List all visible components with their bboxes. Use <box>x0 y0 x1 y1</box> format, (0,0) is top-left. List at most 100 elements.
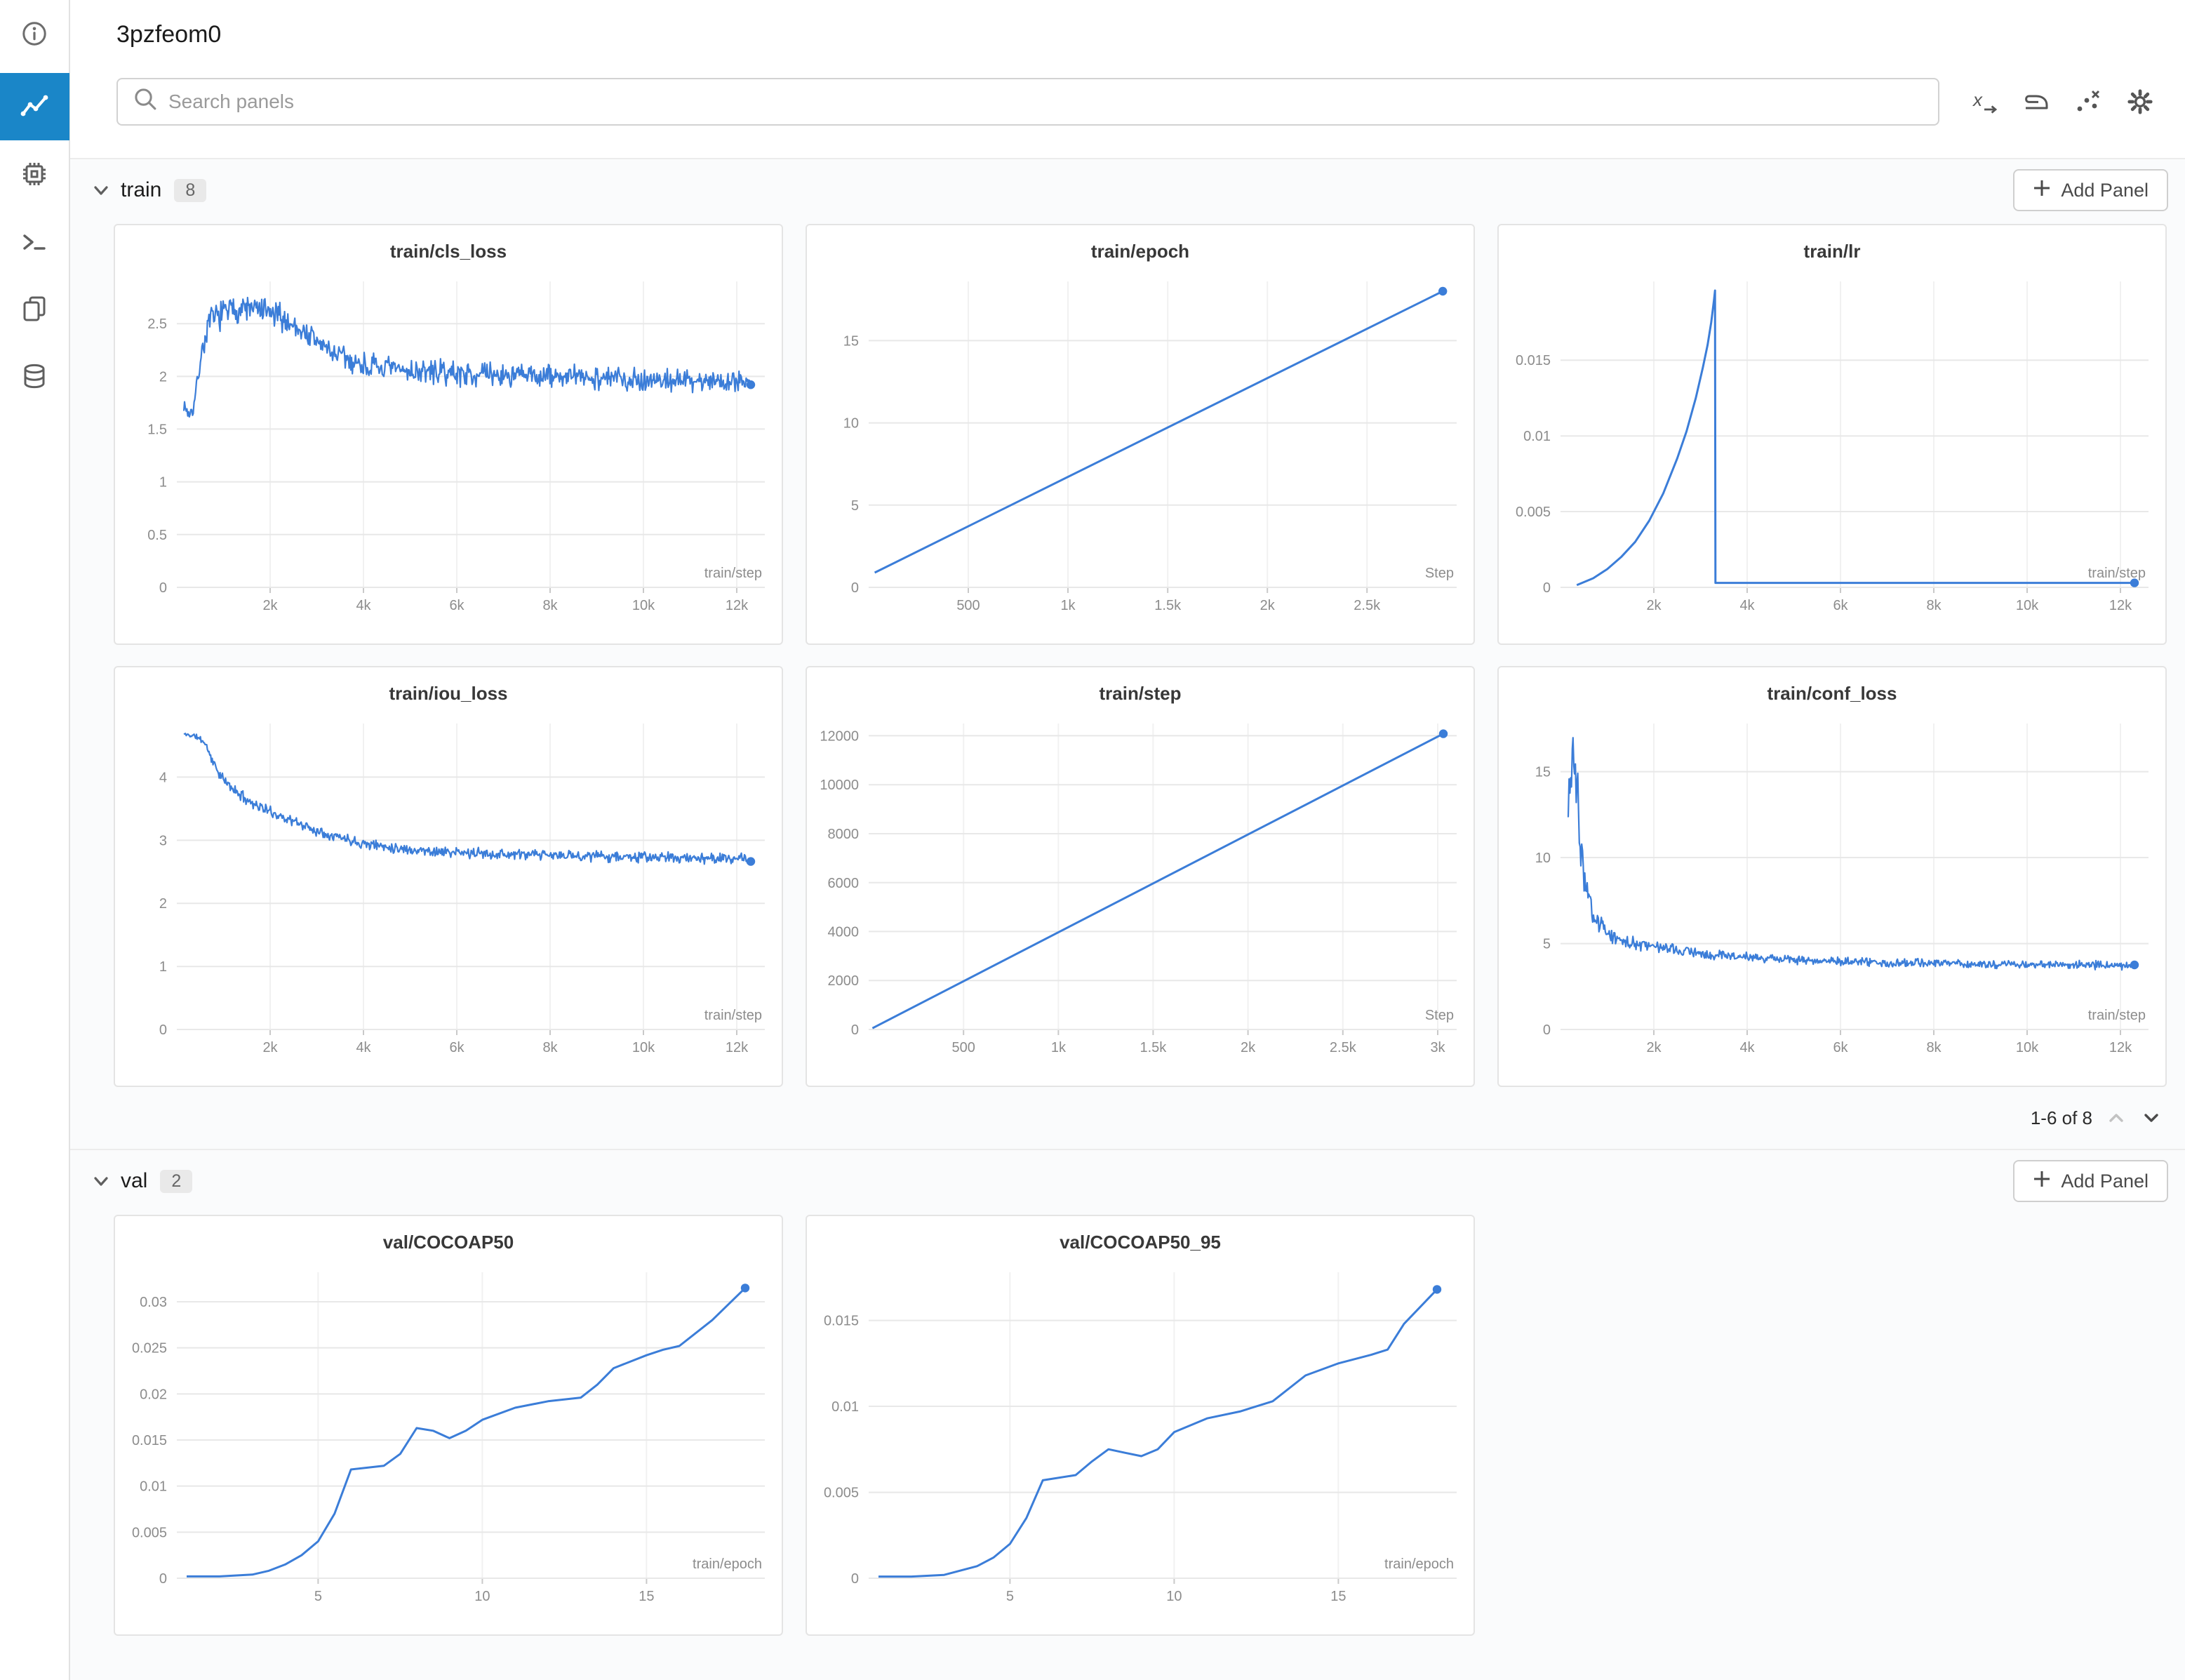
svg-text:Step: Step <box>1425 1008 1454 1023</box>
gear-icon[interactable] <box>2123 85 2157 119</box>
chevron-down-icon[interactable] <box>91 180 111 200</box>
svg-text:12k: 12k <box>2109 598 2132 613</box>
svg-text:2: 2 <box>159 369 167 385</box>
chart-canvas[interactable]: 500 1k 1.5k 2k 2.5k 3k 0 2000 4000 6000 8000 10000 1… <box>807 709 1474 1074</box>
val-panel-grid: val/COCOAP50 5 10 15 0 0.005 0.01 0.015 0.02 0.02… <box>70 1212 2185 1650</box>
chart-canvas[interactable]: 5 10 15 0 0.005 0.01 0.015 0.02 0.025 0.03 train/e… <box>115 1258 782 1623</box>
svg-text:2k: 2k <box>262 598 278 613</box>
svg-text:15: 15 <box>1330 1589 1346 1604</box>
svg-text:2.5: 2.5 <box>147 316 167 332</box>
section-val-header: val 2 Add Panel <box>70 1150 2185 1212</box>
chart-panel[interactable]: val/COCOAP50 5 10 15 0 0.005 0.01 0.015 0.02 0.02… <box>114 1215 783 1636</box>
chart-panel[interactable]: train/conf_loss 2k 4k 6k 8k 10k 12k 0 5 10 15 train… <box>1497 666 2167 1087</box>
svg-text:15: 15 <box>639 1589 654 1604</box>
chart-title: train/iou_loss <box>389 683 508 704</box>
svg-text:0.01: 0.01 <box>140 1479 167 1495</box>
svg-text:0.01: 0.01 <box>831 1399 859 1415</box>
svg-text:2.5k: 2.5k <box>1354 598 1381 613</box>
search-box <box>116 78 1939 126</box>
terminal-icon <box>18 225 51 258</box>
chart-title: train/lr <box>1803 241 1861 262</box>
svg-text:0.005: 0.005 <box>1516 505 1551 520</box>
search-input[interactable] <box>168 91 1924 113</box>
svg-text:6k: 6k <box>449 1040 465 1055</box>
svg-text:train/epoch: train/epoch <box>1384 1556 1454 1572</box>
svg-text:2k: 2k <box>1646 598 1662 613</box>
sidebar-item-overview[interactable] <box>0 0 69 67</box>
add-panel-label: Add Panel <box>2061 179 2149 201</box>
svg-text:1: 1 <box>159 475 167 491</box>
chart-canvas[interactable]: 5 10 15 0 0.005 0.01 0.015 train/epoch <box>807 1258 1474 1623</box>
files-icon <box>18 292 51 326</box>
sidebar-item-charts[interactable] <box>0 73 69 140</box>
chart-panel[interactable]: train/iou_loss 2k 4k 6k 8k 10k 12k 0 1 2 3 4 train/s… <box>114 666 783 1087</box>
svg-text:4k: 4k <box>356 598 371 613</box>
chart-canvas[interactable]: 2k 4k 6k 8k 10k 12k 0 0.005 0.01 0.015 train/step <box>1499 267 2165 632</box>
svg-text:0: 0 <box>851 580 859 596</box>
chart-panel[interactable]: train/step 500 1k 1.5k 2k 2.5k 3k 0 2000 4000 6000… <box>806 666 1475 1087</box>
svg-text:x: x <box>1972 89 1983 110</box>
chart-canvas[interactable]: 2k 4k 6k 8k 10k 12k 0 0.5 1 1.5 2 2.5 train/step <box>115 267 782 632</box>
svg-text:5: 5 <box>314 1589 322 1604</box>
chevron-up-icon[interactable] <box>2105 1107 2127 1129</box>
chart-canvas[interactable]: 2k 4k 6k 8k 10k 12k 0 1 2 3 4 train/step <box>115 709 782 1074</box>
search-row: x <box>116 78 2168 126</box>
svg-text:8k: 8k <box>542 1040 558 1055</box>
svg-text:12000: 12000 <box>820 728 859 744</box>
chart-title: train/cls_loss <box>389 241 507 262</box>
workspace-header: 3pzfeom0 x <box>70 0 2185 158</box>
svg-text:0: 0 <box>159 1571 167 1587</box>
svg-text:10k: 10k <box>632 598 655 613</box>
svg-text:500: 500 <box>956 598 980 613</box>
x-axis-icon[interactable]: x <box>1967 85 2001 119</box>
svg-text:6k: 6k <box>1833 1040 1848 1055</box>
chart-panel[interactable]: train/lr 2k 4k 6k 8k 10k 12k 0 0.005 0.01 0.015 tra… <box>1497 224 2167 645</box>
svg-text:0: 0 <box>851 1022 859 1038</box>
smoothing-iron-icon[interactable] <box>2019 85 2053 119</box>
svg-text:500: 500 <box>952 1040 975 1055</box>
sidebar-item-logs[interactable] <box>0 208 69 275</box>
svg-text:1.5k: 1.5k <box>1154 598 1182 613</box>
svg-text:4000: 4000 <box>828 924 860 940</box>
svg-text:10: 10 <box>1535 851 1551 866</box>
svg-text:0.5: 0.5 <box>147 528 167 543</box>
svg-text:0: 0 <box>1543 1022 1551 1038</box>
chart-panel[interactable]: train/epoch 500 1k 1.5k 2k 2.5k 0 5 10 15 Step <box>806 224 1475 645</box>
svg-text:3k: 3k <box>1430 1040 1445 1055</box>
svg-text:4: 4 <box>159 770 167 785</box>
chevron-down-icon[interactable] <box>2140 1107 2163 1129</box>
add-panel-button[interactable]: Add Panel <box>2013 169 2168 211</box>
chart-canvas[interactable]: 500 1k 1.5k 2k 2.5k 0 5 10 15 Step <box>807 267 1474 632</box>
svg-text:10k: 10k <box>2016 1040 2039 1055</box>
chart-canvas[interactable]: 2k 4k 6k 8k 10k 12k 0 5 10 15 train/step <box>1499 709 2165 1074</box>
line-chart-icon <box>18 90 51 124</box>
section-train-label: train <box>121 178 162 201</box>
svg-text:2000: 2000 <box>828 973 860 989</box>
chevron-down-icon[interactable] <box>91 1171 111 1191</box>
svg-text:5: 5 <box>1006 1589 1014 1604</box>
svg-text:2k: 2k <box>1646 1040 1662 1055</box>
chart-panel[interactable]: val/COCOAP50_95 5 10 15 0 0.005 0.01 0.015 train… <box>806 1215 1475 1636</box>
svg-text:12k: 12k <box>726 598 749 613</box>
chart-panel[interactable]: train/cls_loss 2k 4k 6k 8k 10k 12k 0 0.5 1 1.5 2 2.5… <box>114 224 783 645</box>
svg-text:10k: 10k <box>2016 598 2039 613</box>
sidebar-item-artifacts[interactable] <box>0 342 69 410</box>
svg-text:10: 10 <box>843 416 859 432</box>
svg-text:2k: 2k <box>1260 598 1276 613</box>
sidebar-item-files[interactable] <box>0 275 69 342</box>
chip-icon <box>18 157 51 191</box>
svg-text:10: 10 <box>1166 1589 1182 1604</box>
sidebar-item-system[interactable] <box>0 140 69 208</box>
svg-text:train/step: train/step <box>704 566 762 581</box>
svg-text:0: 0 <box>1543 580 1551 596</box>
train-panel-grid: train/cls_loss 2k 4k 6k 8k 10k 12k 0 0.5 1 1.5 2 2.5… <box>70 221 2185 1101</box>
svg-text:2k: 2k <box>1241 1040 1256 1055</box>
page-title: 3pzfeom0 <box>116 21 222 48</box>
sampling-dots-icon[interactable] <box>2071 85 2105 119</box>
svg-text:10000: 10000 <box>820 778 859 793</box>
add-panel-button[interactable]: Add Panel <box>2013 1160 2168 1202</box>
svg-text:3: 3 <box>159 833 167 848</box>
svg-text:2k: 2k <box>262 1040 278 1055</box>
svg-text:15: 15 <box>843 333 859 349</box>
